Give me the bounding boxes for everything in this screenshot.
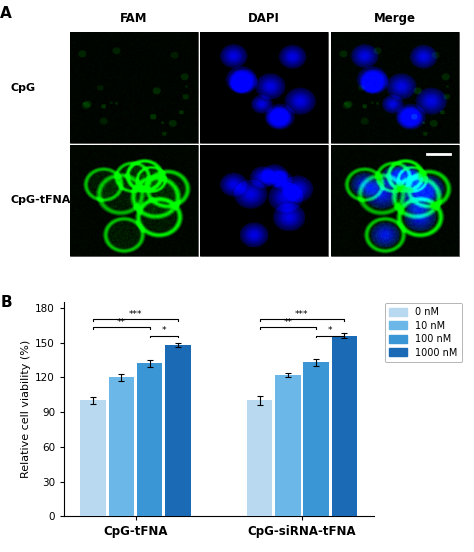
Bar	[275, 375, 301, 516]
Bar	[81, 400, 106, 516]
Legend: 0 nM, 10 nM, 100 nM, 1000 nM: 0 nM, 10 nM, 100 nM, 1000 nM	[384, 302, 462, 363]
Bar	[70, 32, 198, 143]
Bar	[201, 145, 328, 256]
Bar	[303, 362, 329, 516]
Bar	[331, 32, 459, 143]
Y-axis label: Relative cell viability (%): Relative cell viability (%)	[21, 340, 31, 478]
Bar	[332, 336, 357, 516]
Text: *: *	[162, 326, 166, 335]
Bar	[70, 145, 198, 256]
Text: CpG: CpG	[10, 83, 36, 93]
Text: FAM: FAM	[120, 12, 147, 25]
Bar	[165, 345, 191, 516]
Text: A: A	[0, 6, 12, 20]
Bar	[109, 377, 134, 516]
Text: **: **	[283, 318, 292, 327]
Bar	[201, 32, 328, 143]
Text: B: B	[0, 295, 12, 310]
Text: CpG-tFNA: CpG-tFNA	[10, 195, 71, 205]
Bar	[137, 363, 163, 516]
Text: ***: ***	[129, 310, 142, 319]
Text: Merge: Merge	[374, 12, 416, 25]
Bar	[331, 145, 459, 256]
Bar	[247, 400, 272, 516]
Text: **: **	[117, 318, 126, 327]
Text: *: *	[328, 326, 332, 335]
Text: DAPI: DAPI	[248, 12, 280, 25]
Text: ***: ***	[295, 310, 309, 319]
